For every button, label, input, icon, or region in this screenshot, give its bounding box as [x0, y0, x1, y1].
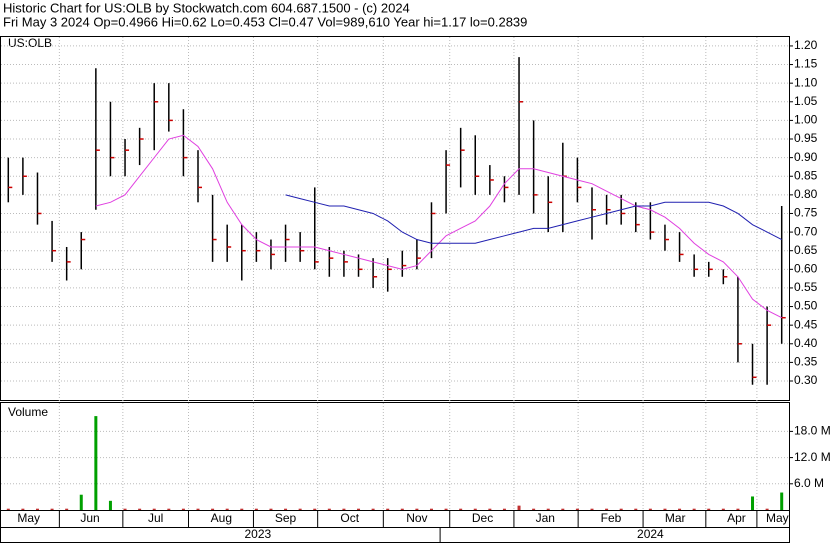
volume-bar: [269, 508, 273, 510]
volume-bar: [181, 508, 185, 510]
volume-bar: [254, 508, 258, 510]
x-tick-label: May: [17, 511, 40, 525]
y-tick-label: 0.40: [794, 336, 818, 350]
volume-bar: [444, 508, 448, 510]
y-tick-label: 0.60: [794, 261, 818, 275]
y-tick-label: 0.95: [794, 131, 818, 145]
volume-bar: [50, 508, 54, 510]
x-tick-label: Jan: [536, 511, 555, 525]
year-label: 2023: [244, 527, 271, 541]
volume-bar: [65, 508, 69, 510]
volume-bar: [35, 508, 39, 510]
volume-bar: [6, 508, 10, 510]
volume-bar: [517, 505, 521, 510]
volume-tick-label: 18.0 M: [794, 424, 830, 438]
volume-bar: [313, 508, 317, 510]
volume-bar: [546, 508, 550, 510]
volume-bar: [298, 508, 302, 510]
volume-bar: [780, 492, 784, 510]
volume-bar: [123, 508, 127, 510]
volume-bar: [751, 496, 755, 510]
volume-bar: [79, 494, 83, 510]
volume-bar: [736, 508, 740, 510]
volume-bar: [167, 508, 171, 510]
volume-bar: [357, 508, 361, 510]
x-tick-label: Jul: [148, 511, 163, 525]
y-tick-label: 0.30: [794, 373, 818, 387]
y-tick-label: 0.85: [794, 168, 818, 182]
volume-bar: [488, 508, 492, 510]
volume-bar: [371, 508, 375, 510]
y-tick-label: 0.80: [794, 187, 818, 201]
volume-bar: [386, 508, 390, 510]
y-tick-label: 0.45: [794, 317, 818, 331]
volume-bar: [707, 508, 711, 510]
y-tick-label: 0.75: [794, 206, 818, 220]
volume-bar: [342, 508, 346, 510]
volume-bar: [605, 508, 609, 510]
x-tick-label: Mar: [665, 511, 686, 525]
y-tick-label: 1.10: [794, 75, 818, 89]
volume-bar: [473, 508, 477, 510]
volume-bar: [692, 508, 696, 510]
volume-bar: [284, 508, 288, 510]
volume-bar: [152, 508, 156, 510]
volume-bar: [502, 508, 506, 510]
volume-bar: [721, 508, 725, 510]
volume-bar: [678, 508, 682, 510]
y-tick-label: 0.55: [794, 280, 818, 294]
x-tick-label: Feb: [601, 511, 622, 525]
y-tick-label: 0.70: [794, 224, 818, 238]
y-tick-label: 0.35: [794, 355, 818, 369]
x-tick-label: May: [766, 511, 789, 525]
x-tick-label: Jun: [80, 511, 99, 525]
year-label: 2024: [637, 527, 664, 541]
volume-bar: [619, 508, 623, 510]
volume-bar: [94, 416, 98, 510]
x-tick-label: Nov: [406, 511, 427, 525]
volume-bar: [138, 508, 142, 510]
volume-bar: [415, 508, 419, 510]
y-tick-label: 1.00: [794, 113, 818, 127]
y-tick-label: 0.65: [794, 243, 818, 257]
y-tick-label: 0.50: [794, 299, 818, 313]
volume-bar: [459, 508, 463, 510]
y-tick-label: 1.05: [794, 94, 818, 108]
x-tick-label: Aug: [211, 511, 232, 525]
moving-average: [285, 194, 782, 244]
volume-bar: [429, 508, 433, 510]
volume-bar: [196, 508, 200, 510]
volume-bar: [532, 508, 536, 510]
price-panel: [0, 36, 790, 401]
chart-subtitle: Fri May 3 2024 Op=0.4966 Hi=0.62 Lo=0.45…: [3, 14, 527, 29]
volume-tick-label: 12.0 M: [794, 450, 830, 464]
x-tick-label: Dec: [472, 511, 493, 525]
volume-bar: [108, 500, 112, 510]
volume-tick-label: 6.0 M: [794, 476, 824, 490]
volume-bar: [663, 508, 667, 510]
symbol: US:OLB: [8, 36, 52, 50]
x-tick-label: Sep: [275, 511, 297, 525]
x-tick-label: Oct: [340, 511, 359, 525]
volume-bar: [211, 508, 215, 510]
volume-bar: [765, 508, 769, 510]
volume-bar: [400, 508, 404, 510]
volume-bar: [561, 508, 565, 510]
volume-bar: [575, 508, 579, 510]
volume-bar: [240, 508, 244, 510]
volume-bar: [327, 508, 331, 510]
chart-title: Historic Chart for US:OLB by Stockwatch.…: [3, 0, 410, 15]
y-tick-label: 1.15: [794, 57, 818, 71]
volume-bar: [21, 508, 25, 510]
volume-label: Volume: [8, 405, 48, 419]
x-tick-label: Apr: [727, 511, 746, 525]
volume-bar: [634, 508, 638, 510]
volume-bar: [590, 508, 594, 510]
y-tick-label: 1.20: [794, 38, 818, 52]
volume-bar: [648, 508, 652, 510]
y-tick-label: 0.90: [794, 150, 818, 164]
volume-bar: [225, 508, 229, 510]
